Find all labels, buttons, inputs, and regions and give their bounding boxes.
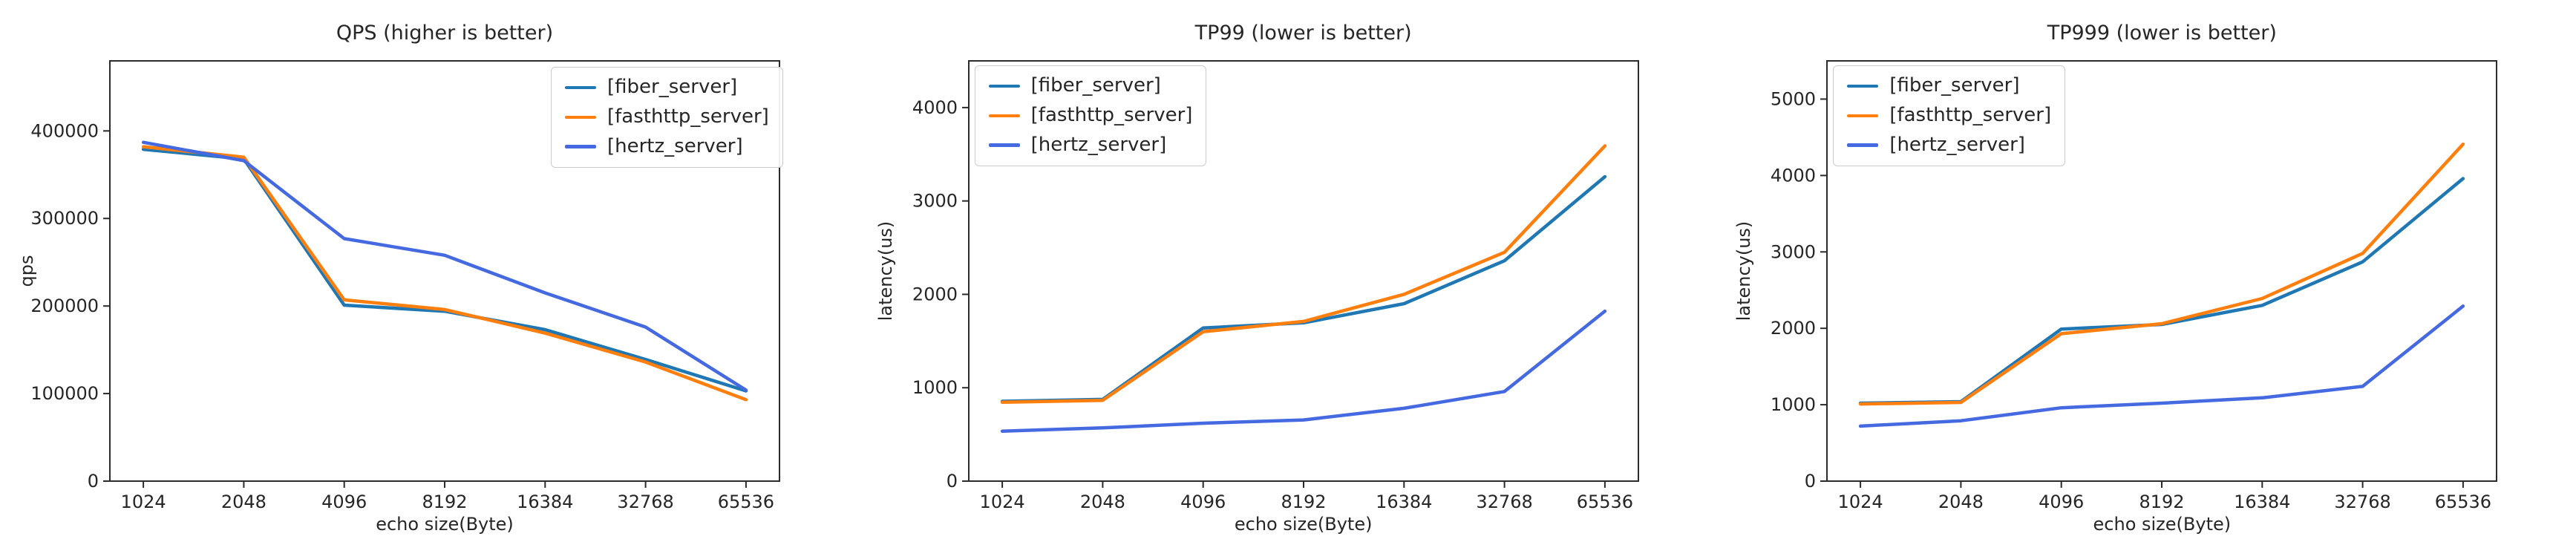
- legend: [fiber_server] [fasthttp_server] [hertz_…: [551, 67, 783, 168]
- x-tick-label: 32768: [1476, 492, 1532, 512]
- x-axis-label: echo size(Byte): [376, 514, 514, 535]
- legend-line-swatch: [1847, 84, 1879, 88]
- y-tick-label: 400000: [30, 120, 99, 141]
- x-tick-label: 65536: [718, 492, 774, 512]
- x-tick-label: 4096: [2039, 492, 2084, 512]
- legend-line-swatch: [565, 115, 596, 120]
- x-tick-label: 16384: [1376, 492, 1432, 512]
- x-tick-label: 2048: [1938, 492, 1984, 512]
- x-tick-label: 65536: [1576, 492, 1632, 512]
- chart-title: QPS (higher is better): [336, 22, 554, 45]
- legend-label: [fasthttp_server]: [607, 105, 769, 128]
- x-tick-label: 65536: [2435, 492, 2491, 512]
- series-line-hertz_server: [1859, 304, 2465, 428]
- series-line-fasthttp_server: [1859, 142, 2465, 406]
- x-tick-label: 4096: [321, 492, 367, 512]
- x-tick-label: 8192: [2139, 492, 2185, 512]
- x-tick-label: 8192: [1281, 492, 1326, 512]
- legend-label: [fasthttp_server]: [1889, 103, 2052, 126]
- x-tick-label: 16384: [517, 492, 573, 512]
- y-tick-label: 4000: [912, 97, 958, 118]
- qps-plot-svg: 1024 2048 4096 8192 16384 32768 65536 0 100000 20…: [30, 60, 780, 512]
- x-tick-label: 16384: [2234, 492, 2290, 512]
- chart-panel-tp99: 1024 2048 4096 8192 16384 32768 65536 0 1000 2000…: [859, 0, 1718, 542]
- y-tick-label: 5000: [1771, 88, 1816, 109]
- legend-label: [hertz_server]: [1889, 133, 2025, 156]
- y-tick-label: 3000: [1771, 241, 1816, 262]
- y-tick-label: 1000: [1771, 394, 1816, 415]
- chart-title: TP999 (lower is better): [2047, 22, 2277, 45]
- series-line-fiber_server: [141, 147, 748, 393]
- x-tick-label: 4096: [1180, 492, 1226, 512]
- y-tick-label: 300000: [30, 208, 99, 229]
- legend-label: [hertz_server]: [1030, 133, 1167, 156]
- series-line-fiber_server: [1000, 174, 1606, 403]
- x-tick-label: 2048: [1080, 492, 1125, 512]
- legend-item: [fiber_server]: [1847, 74, 2051, 97]
- y-tick-label: 0: [88, 471, 99, 492]
- legend-item: [hertz_server]: [1847, 134, 2051, 157]
- x-tick-label: 32768: [617, 492, 673, 512]
- legend-line-swatch: [988, 114, 1020, 118]
- series-line-fasthttp_server: [141, 145, 748, 402]
- legend-label: [fiber_server]: [1030, 74, 1161, 97]
- legend-label: [fiber_server]: [1889, 74, 2020, 97]
- y-tick-label: 0: [946, 471, 957, 492]
- y-tick-label: 0: [1805, 471, 1816, 492]
- x-tick-label: 32768: [2335, 492, 2391, 512]
- x-tick-label: 1024: [121, 492, 166, 512]
- legend-item: [fiber_server]: [565, 76, 769, 99]
- legend-item: [hertz_server]: [565, 134, 769, 158]
- x-tick-label: 1024: [979, 492, 1024, 512]
- legend-line-swatch: [1847, 114, 1879, 118]
- legend-item: [hertz_server]: [988, 133, 1193, 157]
- x-tick-label: 1024: [1838, 492, 1883, 512]
- chart-panel-qps: 1024 2048 4096 8192 16384 32768 65536 0 100000 20…: [0, 0, 859, 542]
- series-line-hertz_server: [141, 140, 748, 392]
- x-tick-label: 2048: [221, 492, 267, 512]
- legend-line-swatch: [988, 143, 1020, 147]
- y-tick-label: 1000: [912, 377, 958, 398]
- legend: [fiber_server] [fasthttp_server] [hertz_…: [1833, 65, 2066, 166]
- y-tick-label: 4000: [1771, 165, 1816, 186]
- y-axis-label: latency(us): [1733, 221, 1755, 321]
- tp99-plot-svg: 1024 2048 4096 8192 16384 32768 65536 0 1000 2000…: [912, 60, 1639, 512]
- series-line-fiber_server: [1859, 177, 2465, 405]
- series-line-fasthttp_server: [1000, 144, 1606, 404]
- y-axis-label: latency(us): [875, 221, 896, 321]
- legend-item: [fiber_server]: [988, 74, 1193, 97]
- legend-line-swatch: [988, 84, 1020, 88]
- legend-label: [hertz_server]: [607, 134, 743, 157]
- legend: [fiber_server] [fasthttp_server] [hertz_…: [974, 65, 1207, 166]
- legend-line-swatch: [565, 85, 596, 90]
- y-axis-label: qps: [16, 255, 37, 287]
- legend-item: [fasthttp_server]: [565, 105, 769, 128]
- y-tick-label: 100000: [30, 383, 99, 404]
- y-tick-label: 2000: [1771, 318, 1816, 339]
- chart-panel-tp999: 1024 2048 4096 8192 16384 32768 65536 0 1000 2000…: [1717, 0, 2576, 542]
- y-tick-label: 2000: [912, 284, 958, 304]
- legend-label: [fasthttp_server]: [1030, 103, 1193, 126]
- x-tick-label: 8192: [422, 492, 467, 512]
- series-line-hertz_server: [1000, 309, 1606, 433]
- chart-title: TP99 (lower is better): [1194, 22, 1412, 45]
- legend-line-swatch: [565, 145, 596, 148]
- y-tick-label: 200000: [30, 296, 99, 316]
- legend-line-swatch: [1847, 143, 1879, 147]
- tp999-plot-svg: 1024 2048 4096 8192 16384 32768 65536 0 1000 2000…: [1771, 60, 2498, 512]
- x-axis-label: echo size(Byte): [2093, 514, 2232, 535]
- x-axis-label: echo size(Byte): [1234, 514, 1373, 535]
- legend-item: [fasthttp_server]: [988, 103, 1193, 127]
- legend-item: [fasthttp_server]: [1847, 103, 2052, 127]
- legend-label: [fiber_server]: [607, 76, 738, 98]
- y-tick-label: 3000: [912, 191, 958, 212]
